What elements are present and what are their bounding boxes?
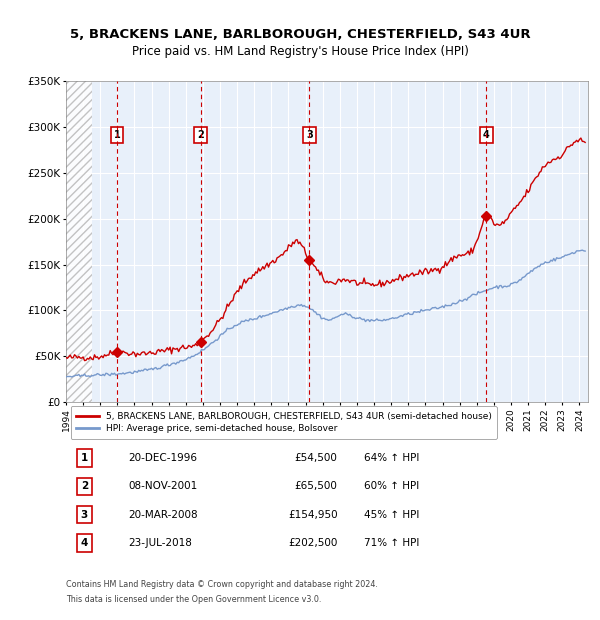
Text: £65,500: £65,500	[295, 482, 337, 492]
Text: 2: 2	[80, 482, 88, 492]
Text: £154,950: £154,950	[288, 510, 337, 520]
Text: 1: 1	[80, 453, 88, 463]
Bar	[66, 81, 92, 402]
Text: £202,500: £202,500	[288, 538, 337, 548]
Text: 2: 2	[197, 130, 204, 140]
Text: 71% ↑ HPI: 71% ↑ HPI	[364, 538, 419, 548]
Bar	[66, 81, 92, 402]
Text: 3: 3	[306, 130, 313, 140]
Text: 64% ↑ HPI: 64% ↑ HPI	[364, 453, 419, 463]
Text: 08-NOV-2001: 08-NOV-2001	[128, 482, 198, 492]
Text: 60% ↑ HPI: 60% ↑ HPI	[364, 482, 419, 492]
Text: 4: 4	[483, 130, 490, 140]
Text: £54,500: £54,500	[295, 453, 337, 463]
Text: 45% ↑ HPI: 45% ↑ HPI	[364, 510, 419, 520]
Text: 4: 4	[80, 538, 88, 548]
Text: 5, BRACKENS LANE, BARLBOROUGH, CHESTERFIELD, S43 4UR: 5, BRACKENS LANE, BARLBOROUGH, CHESTERFI…	[70, 28, 530, 41]
Text: 23-JUL-2018: 23-JUL-2018	[128, 538, 193, 548]
Text: 3: 3	[80, 510, 88, 520]
Text: 20-DEC-1996: 20-DEC-1996	[128, 453, 197, 463]
Text: 20-MAR-2008: 20-MAR-2008	[128, 510, 198, 520]
Legend: 5, BRACKENS LANE, BARLBOROUGH, CHESTERFIELD, S43 4UR (semi-detached house), HPI:: 5, BRACKENS LANE, BARLBOROUGH, CHESTERFI…	[71, 406, 497, 439]
Text: Contains HM Land Registry data © Crown copyright and database right 2024.: Contains HM Land Registry data © Crown c…	[66, 580, 378, 590]
Text: This data is licensed under the Open Government Licence v3.0.: This data is licensed under the Open Gov…	[66, 595, 322, 604]
Text: 1: 1	[113, 130, 120, 140]
Text: Price paid vs. HM Land Registry's House Price Index (HPI): Price paid vs. HM Land Registry's House …	[131, 45, 469, 58]
